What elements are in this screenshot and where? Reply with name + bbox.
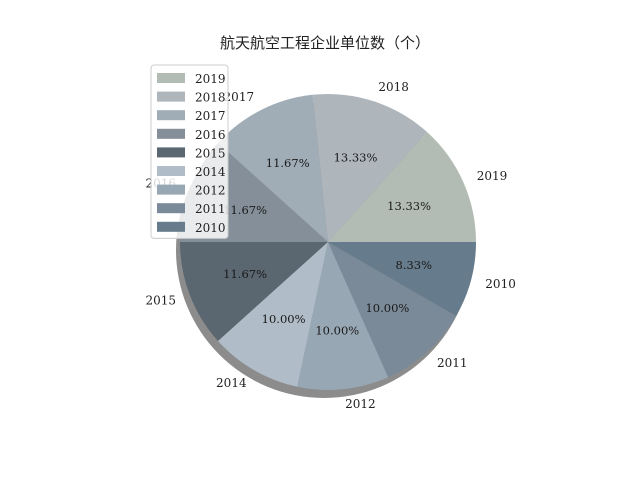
legend-label-2017: 2017 [195,109,226,123]
legend-swatch-2017 [157,110,185,121]
pie-slice-2019 [328,132,476,242]
legend-swatch-2015 [157,147,185,158]
pie-slice-2015 [180,242,328,342]
pie-slice-2010 [328,242,476,316]
pie-slice-2012 [297,242,389,390]
percent-label-2014: 10.00% [262,312,306,326]
legend-swatch-2011 [157,203,185,214]
percent-label-2015: 11.67% [223,267,267,281]
pie-slice-2018 [312,93,428,242]
percent-label-2011: 10.00% [365,301,409,315]
percent-label-2012: 10.00% [315,323,359,337]
legend-swatch-2014 [157,166,185,176]
slice-label-2015: 2015 [145,293,176,307]
percent-label-2019: 13.33% [387,199,431,213]
slice-label-2014: 2014 [216,376,247,390]
legend-swatch-2018 [157,91,185,102]
slice-label-2017: 2017 [224,90,255,104]
pie-slices [180,93,476,390]
slice-label-2019: 2019 [477,169,508,183]
percent-label-2018: 13.33% [334,151,378,165]
pie-slice-2011 [328,242,457,378]
legend-swatch-2019 [157,73,185,83]
legend-swatch-2010 [157,221,185,232]
legend-label-2010: 2010 [195,221,226,235]
legend: 2019 2018 2017 2016 2015 2014 2012 2011 2010 [150,64,229,239]
chart-title: 航天航空工程企业单位数（个） [220,34,430,52]
percent-label-2017: 11.67% [266,156,310,170]
pie-slice-2017 [218,94,328,242]
legend-label-2012: 2012 [195,184,226,198]
slice-label-2018: 2018 [378,80,409,94]
percent-label-2010: 8.33% [396,258,433,272]
legend-frame [150,64,229,239]
pie-slice-2014 [218,242,328,387]
legend-label-2019: 2019 [195,72,226,86]
slice-label-2012: 2012 [345,397,376,411]
percent-label-2016: 11.67% [223,203,267,217]
slice-label-2010: 2010 [485,277,516,291]
legend-label-2014: 2014 [195,165,226,179]
slice-label-2011: 2011 [437,356,468,370]
legend-swatch-2016 [157,128,185,139]
legend-label-2015: 2015 [195,146,226,160]
legend-label-2016: 2016 [195,128,226,142]
legend-swatch-2012 [157,184,185,195]
legend-label-2018: 2018 [195,91,226,105]
legend-label-2011: 2011 [195,202,226,216]
